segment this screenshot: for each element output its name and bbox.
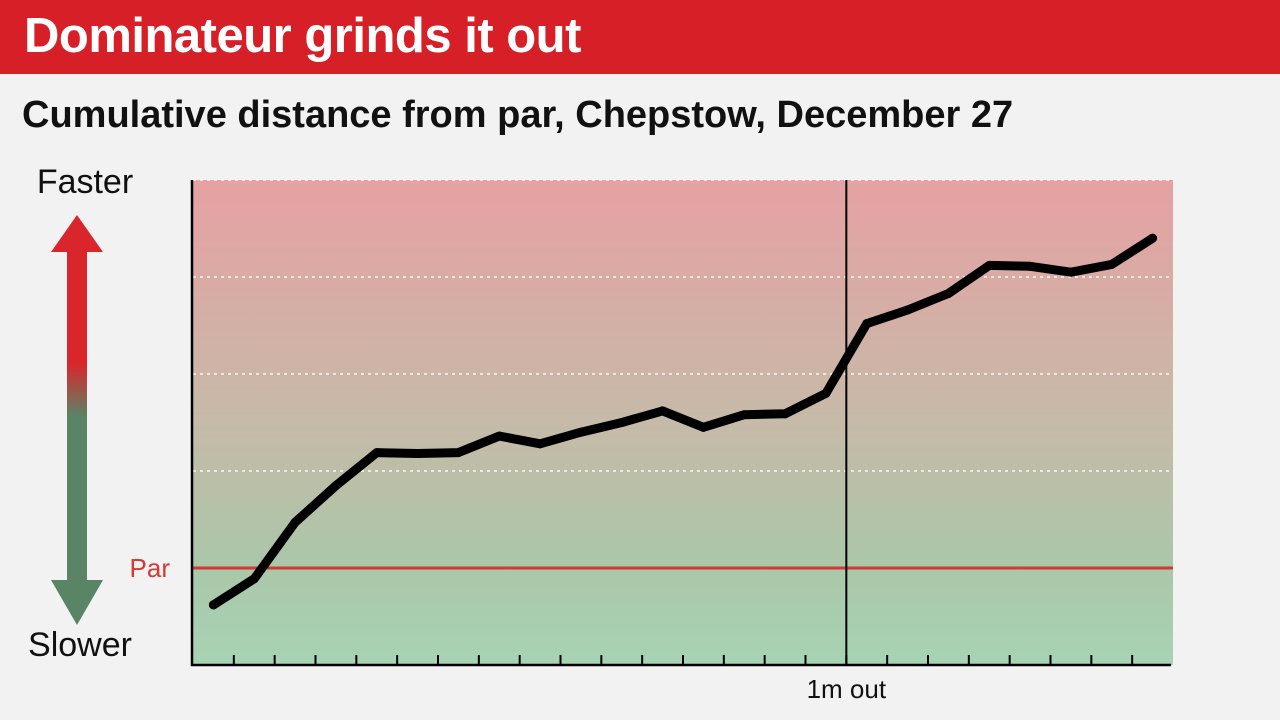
one-mile-out-label: 1m out — [807, 674, 887, 704]
data-point — [780, 409, 790, 419]
arrow-up-head — [51, 215, 103, 252]
data-point — [821, 388, 831, 398]
data-point — [658, 406, 668, 416]
slower-label: Slower — [28, 626, 132, 664]
data-point — [249, 574, 259, 584]
data-point — [1148, 233, 1158, 243]
faster-slower-arrow — [51, 215, 103, 625]
faster-label: Faster — [37, 163, 133, 201]
distance-from-par-line — [208, 233, 1158, 610]
data-point — [943, 288, 953, 298]
page-title: Dominateur grinds it out — [24, 9, 581, 63]
par-label: Par — [130, 553, 171, 583]
data-point — [372, 448, 382, 458]
header-banner: Dominateur grinds it out — [0, 0, 1280, 74]
data-point — [1107, 259, 1117, 269]
data-point — [739, 410, 749, 420]
data-point — [984, 260, 994, 270]
data-point — [698, 422, 708, 432]
arrow-shaft — [67, 251, 87, 582]
data-point — [494, 431, 504, 441]
series-points — [208, 233, 1158, 610]
data-point — [1066, 267, 1076, 277]
data-point — [1025, 261, 1035, 271]
x-axis-ticks — [232, 655, 1134, 665]
data-point — [453, 448, 463, 458]
data-point — [862, 319, 872, 329]
chart-subtitle: Cumulative distance from par, Chepstow, … — [22, 94, 1014, 136]
data-point — [535, 439, 545, 449]
data-point — [413, 449, 423, 459]
data-point — [290, 517, 300, 527]
data-point — [903, 305, 913, 315]
data-point — [576, 427, 586, 437]
data-point — [208, 600, 218, 610]
data-point — [331, 481, 341, 491]
arrow-down-head — [51, 580, 103, 625]
data-point — [617, 418, 627, 427]
